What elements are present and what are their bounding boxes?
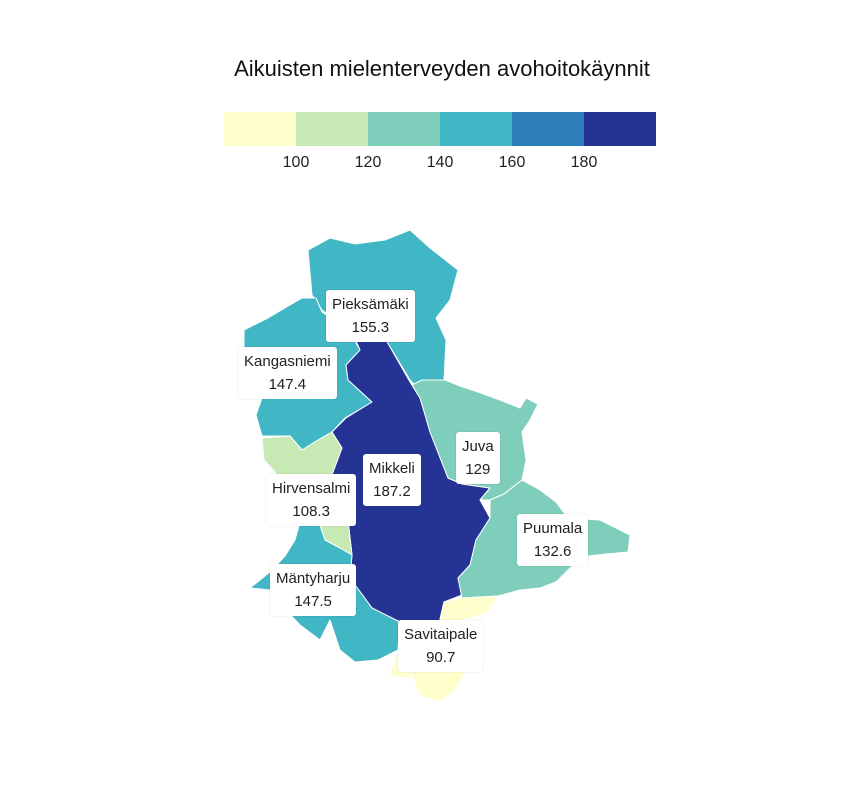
label-mikkeli: Mikkeli 187.2	[363, 454, 421, 506]
label-value: 132.6	[533, 543, 572, 560]
label-pieksamaki: Pieksämäki 155.3	[326, 290, 415, 342]
label-name: Juva	[462, 438, 494, 455]
label-value: 147.4	[268, 376, 307, 393]
legend-tick-160: 160	[498, 154, 526, 171]
label-value: 108.3	[292, 503, 330, 520]
label-savitaipale: Savitaipale 90.7	[398, 620, 484, 672]
label-value: 187.2	[373, 483, 411, 500]
legend-bin-1	[224, 112, 296, 146]
label-value: 147.5	[294, 593, 332, 610]
label-hirvensalmi: Hirvensalmi 108.3	[266, 474, 357, 526]
legend-tick-180: 180	[570, 154, 598, 171]
label-name: Savitaipale	[404, 626, 478, 643]
label-value: 90.7	[426, 649, 456, 666]
label-mantyharju: Mäntyharju 147.5	[270, 564, 357, 616]
legend-ticks: 100 120 140 160 180	[224, 154, 656, 174]
region-savitaipale-south[interactable]	[409, 667, 467, 703]
legend-bin-5	[512, 112, 584, 146]
label-name: Mäntyharju	[276, 570, 351, 587]
legend-bin-2	[296, 112, 368, 146]
legend-tick-120: 120	[354, 154, 382, 171]
label-name: Puumala	[523, 520, 583, 537]
label-name: Mikkeli	[369, 460, 415, 477]
legend-bin-4	[440, 112, 512, 146]
label-juva: Juva 129	[456, 432, 500, 484]
label-name: Kangasniemi	[244, 353, 331, 370]
color-legend	[224, 112, 656, 146]
map-title: Aikuisten mielenterveyden avohoitokäynni…	[234, 56, 650, 81]
legend-tick-140: 140	[426, 154, 454, 171]
label-puumala: Puumala 132.6	[517, 514, 589, 566]
label-value: 155.3	[351, 319, 390, 336]
label-name: Pieksämäki	[332, 296, 409, 313]
legend-bin-6	[584, 112, 656, 146]
legend-bin-3	[368, 112, 440, 146]
label-value: 129	[465, 461, 491, 478]
label-name: Hirvensalmi	[272, 480, 351, 497]
legend-tick-100: 100	[282, 154, 310, 171]
label-kangasniemi: Kangasniemi 147.4	[238, 347, 337, 399]
